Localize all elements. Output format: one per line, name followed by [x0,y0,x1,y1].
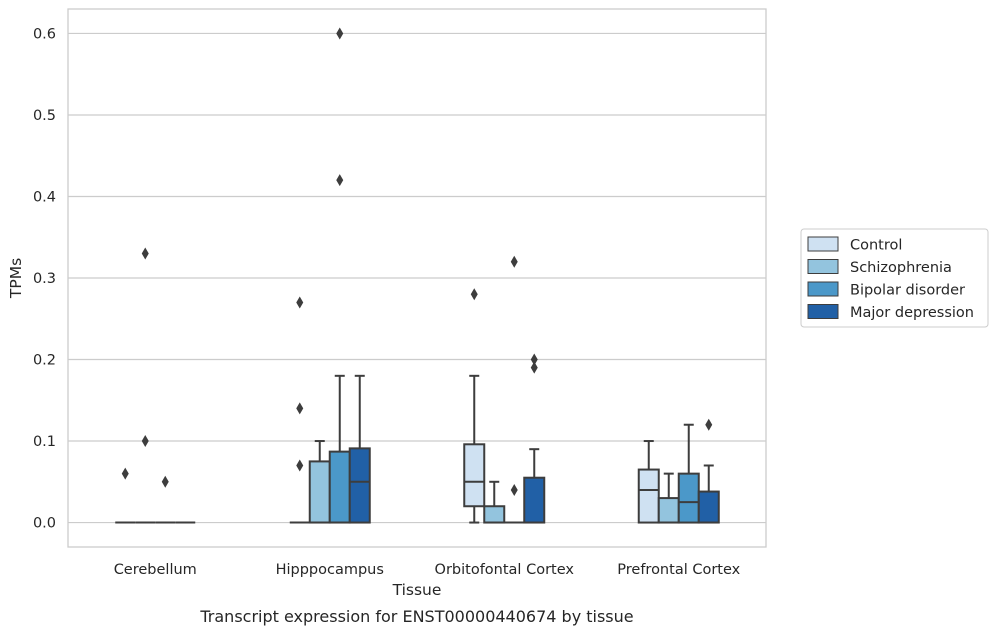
legend-label: Schizophrenia [850,260,952,276]
box-schizophrenia [483,480,506,524]
box-control [115,467,136,524]
box-body [463,443,486,508]
gridlines [68,32,766,524]
outlier-point [530,361,538,374]
chart-caption: Transcript expression for ENST0000044067… [199,607,633,626]
outlier-point [530,353,538,366]
box-body [483,505,506,524]
box-body [348,447,371,524]
box-body [657,497,680,524]
y-tick-label: 0.3 [33,271,56,287]
box-bipolar-disorder [504,255,525,524]
y-tick-label: 0.2 [33,353,56,369]
outlier-point [336,174,344,187]
box-schizophrenia [308,440,331,524]
legend: Control Schizophrenia Bipolar disorder Majo… [800,228,989,328]
box-bipolar-disorder [677,423,700,524]
legend-swatch [807,259,839,274]
legend-frame [800,228,989,328]
x-axis-ticks: Cerebellum Hipppocampus Orbitofontal Corte… [114,562,741,578]
y-axis-ticks: 0.0 0.1 0.2 0.3 0.4 0.5 0.6 [33,26,56,531]
x-tick-label: Hipppocampus [276,562,384,578]
box-body [637,468,660,524]
outlier-point [296,459,304,472]
box-control [463,288,486,524]
y-tick-label: 0.4 [33,189,56,205]
legend-swatch [807,236,839,252]
outlier-point [510,483,518,496]
legend-label: Major depression [850,305,974,321]
box-schizophrenia [657,472,680,524]
y-tick-label: 0.6 [33,26,56,42]
legend-swatch [807,304,839,319]
x-axis-label: Tissue [392,581,442,599]
outlier-point [141,247,149,260]
box-body [308,460,331,524]
outlier-point [296,296,304,309]
box-major-depression [697,418,720,524]
legend-label: Control [850,238,902,254]
box-body [697,490,720,524]
box-groups [115,27,720,524]
box-body [677,472,700,524]
box-bipolar-disorder [155,475,176,524]
outlier-point [510,255,518,268]
outlier-point [296,402,304,415]
y-tick-label: 0.0 [33,516,56,532]
x-tick-label: Prefrontal Cortex [617,562,740,578]
box-bipolar-disorder [328,27,351,524]
box-major-depression [523,353,546,524]
box-major-depression [348,374,371,524]
y-tick-label: 0.5 [33,108,56,124]
box-schizophrenia [135,247,156,524]
plot-area-frame [67,8,767,548]
box-body [523,476,546,524]
x-tick-label: Orbitofontal Cortex [435,562,575,578]
y-axis-label: TPMs [7,258,25,299]
box-control [637,440,660,524]
outlier-point [705,418,713,431]
outlier-point [470,288,478,301]
y-tick-label: 0.1 [33,434,56,450]
outlier-point [141,435,149,448]
legend-swatch [807,281,839,297]
outlier-point [336,27,344,40]
x-tick-label: Cerebellum [114,562,197,578]
box-control [289,296,310,524]
outlier-point [161,475,169,488]
box-body [328,450,351,524]
outlier-point [121,467,129,480]
legend-label: Bipolar disorder [850,283,965,299]
